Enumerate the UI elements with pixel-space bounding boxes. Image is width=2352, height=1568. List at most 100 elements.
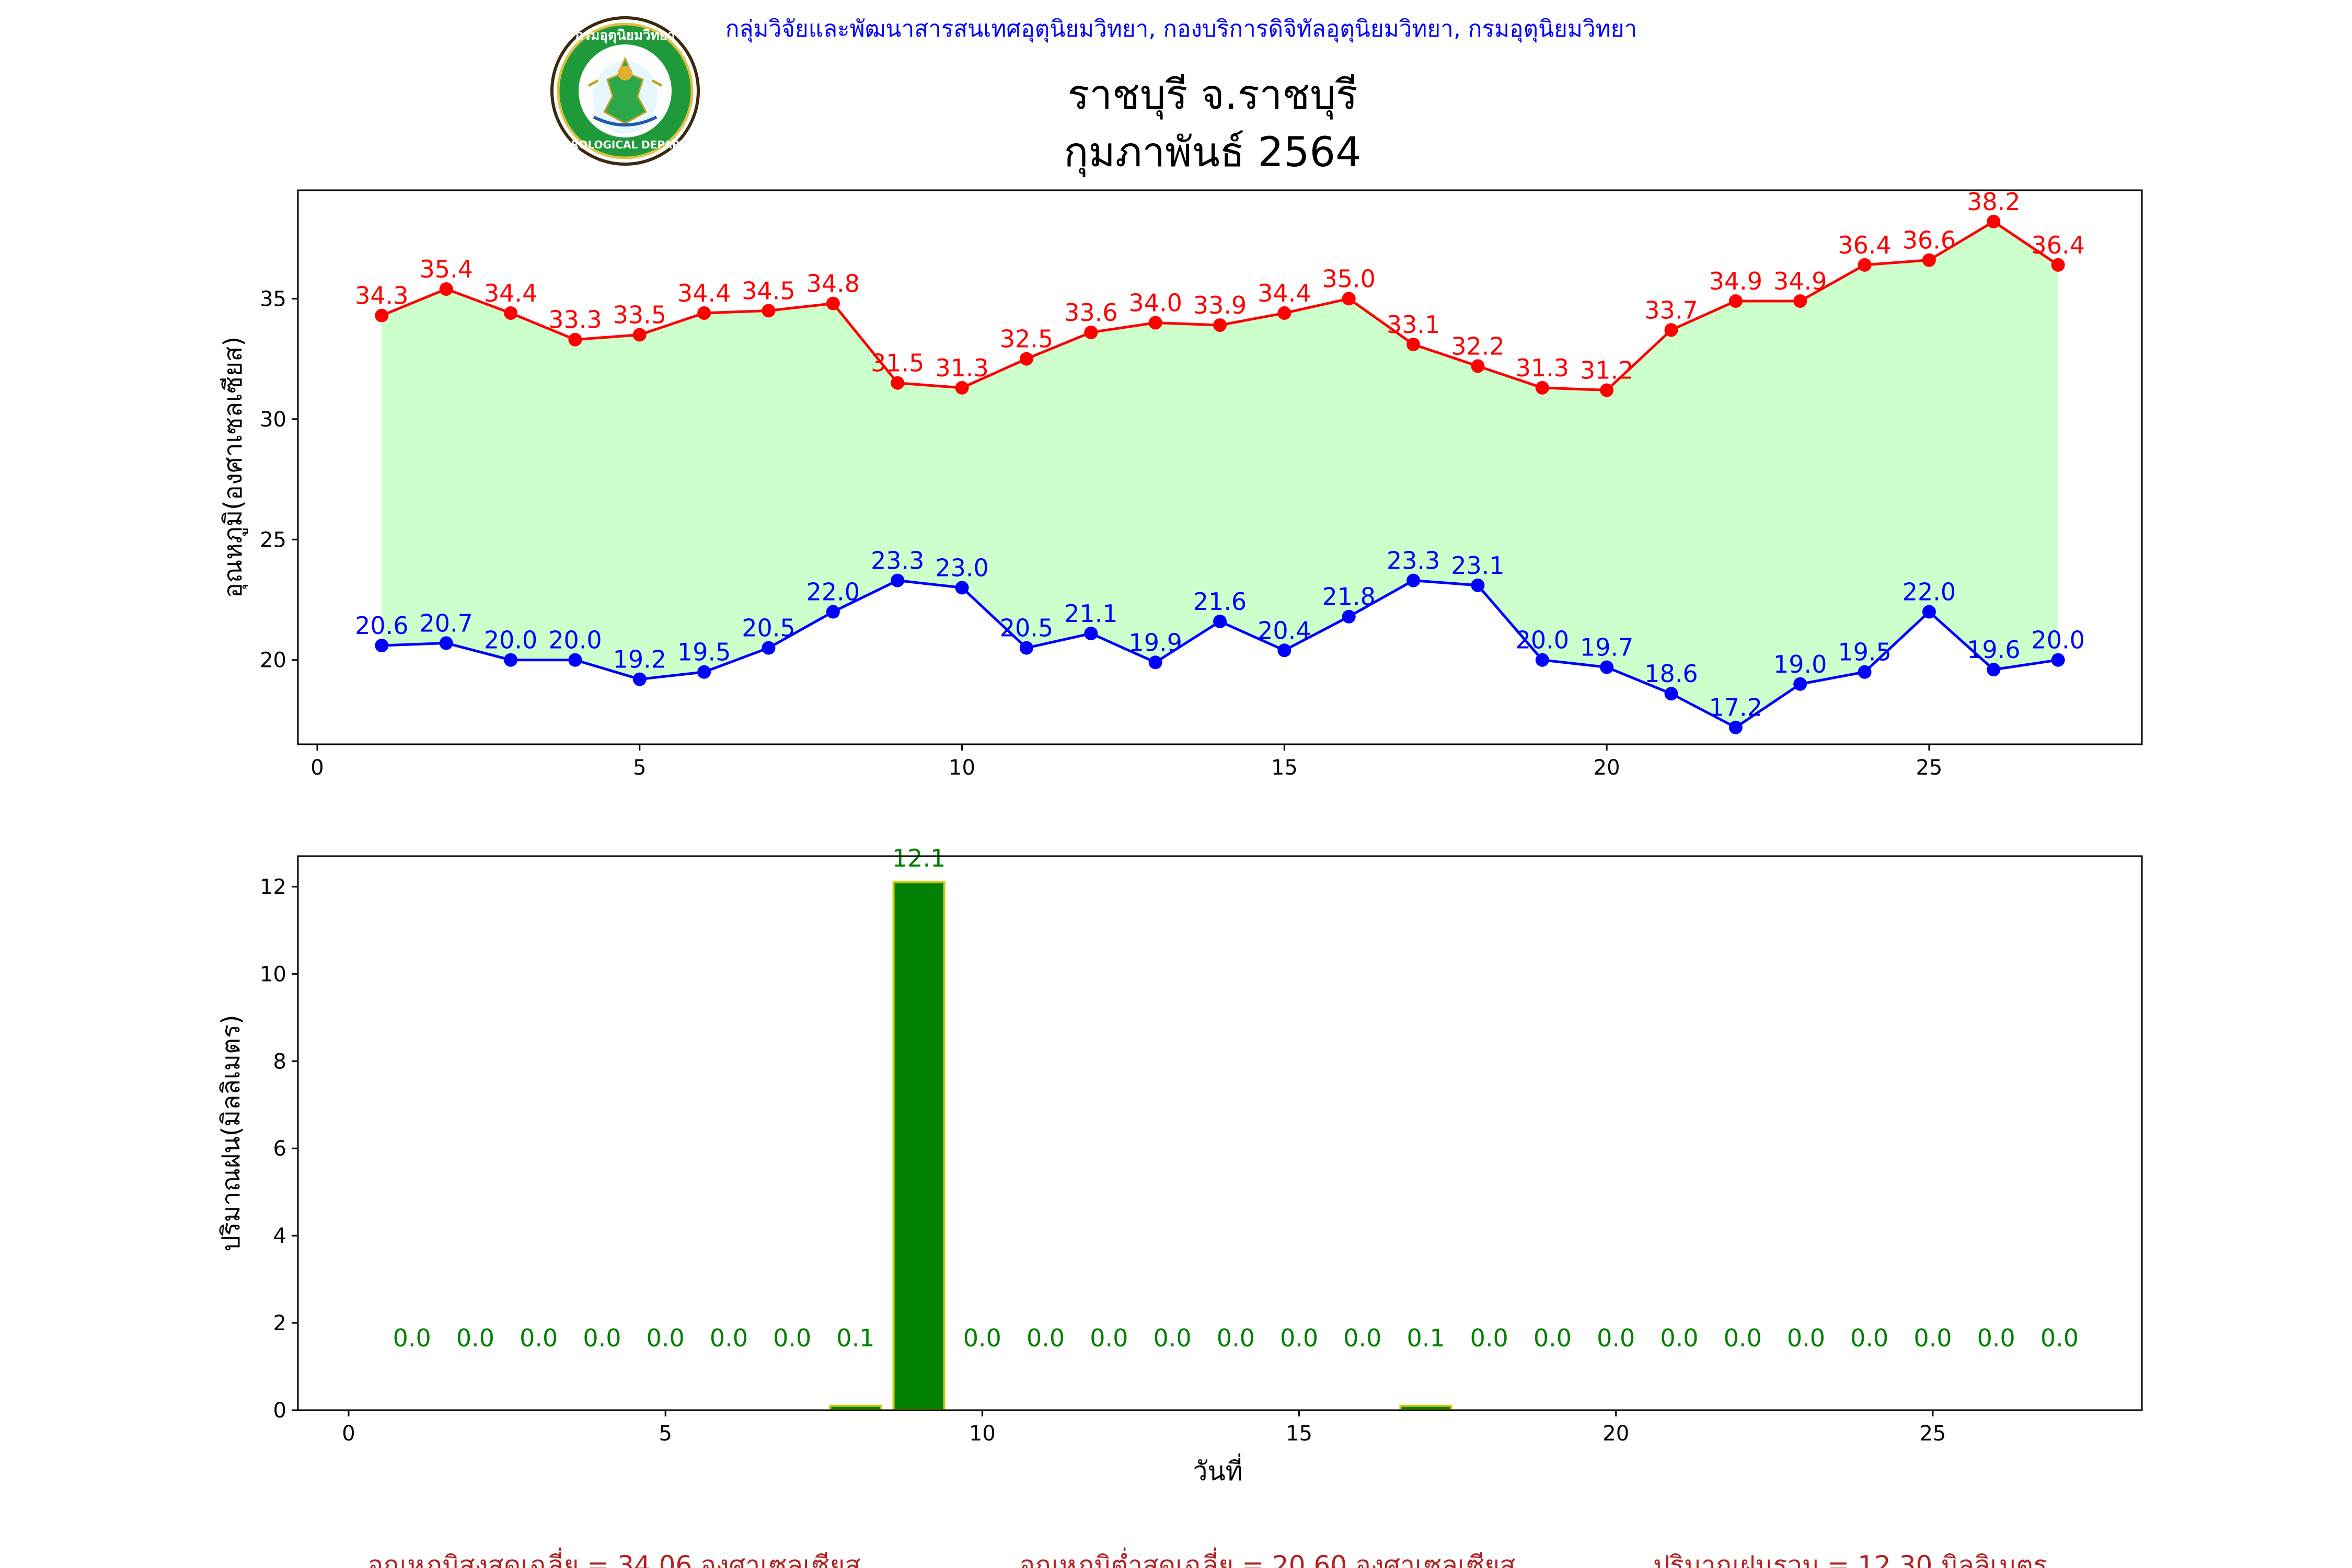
total-rainfall: ปริมาณฝนรวม = 12.30 มิลลิเมตร — [1653, 1550, 2047, 1568]
max-temperature-point — [2051, 258, 2065, 272]
max-temperature-value-label: 33.3 — [548, 306, 602, 334]
min-temperature-value-label: 22.0 — [1903, 578, 1956, 606]
max-temperature-value-label: 33.7 — [1644, 296, 1698, 324]
temperature-x-ticks: 0 5 10 15 20 25 — [310, 744, 1942, 780]
rainfall-value-label: 0.0 — [1977, 1324, 2015, 1352]
temperature-points — [375, 214, 2065, 734]
max-temperature-value-label: 34.4 — [484, 279, 537, 307]
min-temperature-value-label: 20.6 — [355, 612, 408, 640]
temperature-plot-frame — [297, 189, 2143, 745]
rainfall-y-tick-label: 6 — [273, 1137, 286, 1161]
average-min-temperature: อุณหภูมิต่ำสุดเฉลี่ย = 20.60 องศาเซลเซีย… — [1019, 1548, 1515, 1568]
min-temperature-point — [1858, 665, 1872, 679]
rainfall-value-label: 0.1 — [836, 1324, 874, 1352]
max-temperature-point — [1987, 214, 2001, 228]
rainfall-x-axis-label: วันที่ — [1193, 1454, 1242, 1486]
min-temperature-value-label: 23.0 — [935, 554, 988, 582]
rainfall-value-label: 0.0 — [1280, 1324, 1318, 1352]
rainfall-x-tick-label: 25 — [1919, 1422, 1946, 1446]
min-temperature-point — [1728, 720, 1743, 734]
min-temperature-value-label: 20.5 — [1000, 614, 1053, 642]
max-temperature-value-label: 34.3 — [355, 282, 408, 310]
min-temperature-point — [568, 653, 582, 667]
rainfall-value-label: 0.0 — [456, 1324, 494, 1352]
rainfall-y-tick-label: 10 — [260, 962, 286, 986]
min-temperature-value-label: 17.2 — [1709, 694, 1762, 722]
min-temperature-value-label: 20.0 — [2031, 626, 2084, 654]
rainfall-value-label: 0.0 — [1217, 1324, 1255, 1352]
min-temperature-value-label: 19.2 — [613, 645, 666, 674]
min-temperature-value-label: 20.4 — [1258, 616, 1311, 644]
min-temperature-value-label: 20.0 — [484, 626, 537, 654]
temperature-x-tick-label: 20 — [1594, 756, 1620, 780]
min-temperature-value-label: 20.0 — [548, 626, 602, 654]
rainfall-y-tick-label: 2 — [273, 1311, 286, 1335]
max-temperature-point — [568, 332, 582, 347]
rainfall-x-tick-label: 5 — [659, 1422, 672, 1446]
max-temperature-value-label: 32.2 — [1451, 332, 1504, 360]
max-temperature-point — [632, 328, 647, 342]
max-temperature-value-label: 31.3 — [935, 354, 988, 382]
min-temperature-point — [1213, 614, 1227, 628]
min-temperature-point — [504, 653, 518, 667]
rainfall-value-label: 0.0 — [1597, 1324, 1635, 1352]
min-temperature-value-label: 20.0 — [1516, 626, 1569, 654]
max-temperature-value-label: 38.2 — [1967, 188, 2020, 216]
min-temperature-value-label: 20.5 — [742, 614, 795, 642]
min-temperature-value-label: 19.6 — [1967, 636, 2020, 664]
min-temperature-point — [1793, 677, 1807, 691]
header: METEOROLOGICAL DEPARTMENT กรมอุตุนิยมวิท… — [530, 16, 1637, 177]
rainfall-value-label: 0.0 — [2040, 1324, 2079, 1352]
rainfall-value-label: 0.0 — [583, 1324, 621, 1352]
max-temperature-value-label: 34.9 — [1773, 267, 1827, 295]
min-temperature-value-label: 21.1 — [1064, 599, 1117, 628]
temperature-y-tick-label: 20 — [260, 649, 286, 673]
rainfall-data-labels: 0.0 0.0 0.0 0.0 0.0 0.0 0.0 0.1 12.1 0.0 0.0 0.0 0.0… — [393, 844, 2079, 1352]
rainfall-value-label: 0.0 — [1660, 1324, 1698, 1352]
max-temperature-point — [439, 282, 453, 296]
month-title: กุมภาพันธ์ 2564 — [1064, 129, 1362, 177]
max-temperature-point — [826, 296, 840, 310]
temperature-chart: 34.3 35.4 34.4 33.3 33.5 34.4 34.5 34.8 31.5 31.3… — [218, 188, 2143, 780]
rainfall-value-label: 0.0 — [963, 1324, 1001, 1352]
min-temperature-value-label: 23.3 — [1387, 547, 1440, 575]
rainfall-value-label: 0.0 — [520, 1324, 558, 1352]
min-temperature-point — [1406, 573, 1421, 587]
min-temperature-point — [1600, 660, 1614, 674]
logo-text-thai: กรมอุตุนิยมวิทยา — [575, 28, 675, 44]
min-temperature-value-label: 18.6 — [1644, 660, 1698, 688]
rainfall-y-axis-label: ปริมาณฝน(มิลลิเมตร) — [216, 1014, 246, 1251]
rainfall-y-tick-label: 0 — [273, 1399, 286, 1423]
max-temperature-value-label: 34.0 — [1128, 289, 1182, 317]
rainfall-value-label: 0.0 — [1787, 1324, 1825, 1352]
max-temperature-value-label: 35.0 — [1322, 264, 1376, 293]
rainfall-bar — [892, 881, 946, 1411]
min-temperature-value-label: 19.0 — [1773, 650, 1827, 678]
rainfall-value-label: 0.0 — [1534, 1324, 1572, 1352]
temperature-y-axis-label: อุณหภูมิ(องศาเซลเซียส) — [218, 337, 248, 598]
temperature-y-tick-label: 35 — [260, 287, 286, 311]
min-temperature-point — [955, 581, 969, 595]
max-temperature-point — [891, 376, 905, 390]
temperature-x-tick-label: 0 — [310, 756, 324, 780]
max-temperature-value-label: 34.5 — [742, 276, 795, 305]
max-temperature-point — [1342, 292, 1356, 306]
temperature-x-tick-label: 15 — [1271, 756, 1298, 780]
temperature-x-tick-label: 5 — [633, 756, 646, 780]
rainfall-value-label: 0.0 — [647, 1324, 685, 1352]
rainfall-x-tick-label: 15 — [1286, 1422, 1312, 1446]
max-temperature-value-label: 34.9 — [1709, 267, 1762, 295]
max-temperature-point — [375, 308, 389, 322]
min-temperature-point — [762, 641, 776, 655]
min-temperature-value-label: 19.5 — [677, 638, 731, 666]
max-temperature-point — [1535, 381, 1549, 395]
rainfall-value-label: 0.0 — [1090, 1324, 1128, 1352]
max-temperature-value-label: 32.5 — [1000, 325, 1053, 353]
min-temperature-value-label: 23.3 — [871, 547, 924, 575]
footer-summary: อุณหภูมิสูงสุดเฉลี่ย = 34.06 องศาเซลเซีย… — [367, 1548, 2047, 1568]
rainfall-y-tick-label: 8 — [273, 1050, 286, 1074]
rainfall-value-label: 0.0 — [1343, 1324, 1381, 1352]
max-temperature-value-label: 33.5 — [613, 301, 666, 329]
min-temperature-point — [439, 636, 453, 650]
